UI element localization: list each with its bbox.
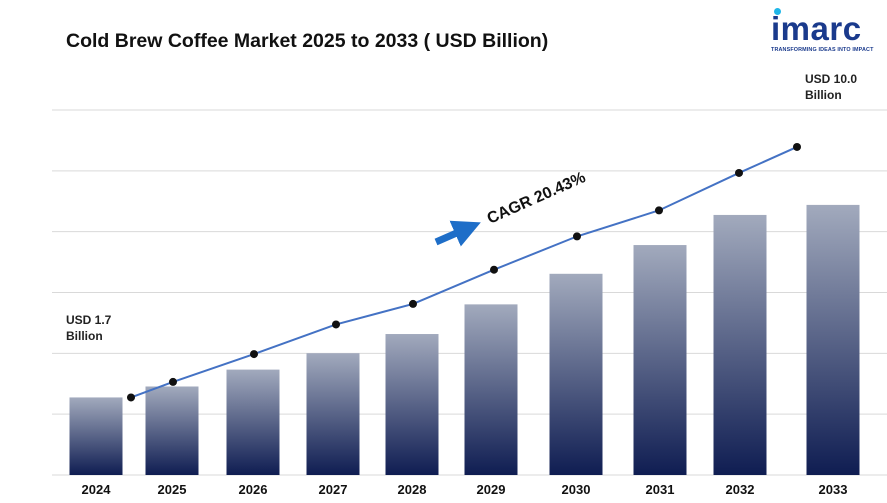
bar-2026: [226, 369, 280, 475]
bar-2031: [633, 245, 687, 475]
start-value-line2: Billion: [66, 329, 103, 343]
x-tick-label: 2031: [646, 482, 675, 497]
bar-2032: [713, 214, 767, 475]
bar-2028: [385, 334, 439, 475]
trend-point-2026: [250, 350, 258, 359]
bar-2025: [145, 386, 199, 475]
trend-point-2033: [793, 142, 801, 151]
cagr-annotation: CAGR 20.43%: [434, 169, 589, 247]
bars: [69, 204, 860, 475]
trend-point-2030: [573, 232, 581, 241]
trend-point-2032: [735, 168, 743, 177]
x-tick-label: 2033: [819, 482, 848, 497]
x-tick-label: 2032: [726, 482, 755, 497]
logo-tagline: TRANSFORMING IDEAS INTO IMPACT: [771, 47, 874, 53]
x-tick-label: 2024: [82, 482, 112, 497]
trend-point-2031: [655, 206, 663, 215]
x-tick-label: 2029: [477, 482, 506, 497]
trend-point-2029: [490, 265, 498, 274]
end-value-line2: Billion: [805, 88, 842, 102]
x-tick-label: 2028: [398, 482, 427, 497]
start-value-annotation: USD 1.7 Billion: [66, 312, 111, 344]
trend-point-2028: [409, 299, 417, 308]
x-axis-ticks: 2024 2025 2026 2027 2028 2029 2030 2031 2032 2033: [82, 482, 848, 497]
start-value-line1: USD 1.7: [66, 313, 112, 327]
chart-title: Cold Brew Coffee Market 2025 to 2033 ( U…: [66, 30, 549, 52]
bar-2029: [464, 304, 518, 475]
trend-point-2027: [332, 320, 340, 329]
bar-2030: [549, 273, 603, 475]
x-tick-label: 2025: [158, 482, 187, 497]
end-value-line1: USD 10.0: [805, 72, 858, 86]
imarc-logo: imarc TRANSFORMING IDEAS INTO IMPACT: [768, 8, 884, 58]
trend-point-2024: [127, 393, 135, 402]
trend-point-2025: [169, 377, 177, 386]
logo-dot-icon: [774, 8, 781, 15]
bar-2033: [806, 204, 860, 475]
logo-wordmark: imarc: [771, 10, 862, 47]
end-value-annotation: USD 10.0 Billion: [805, 71, 857, 103]
bar-2024: [69, 397, 123, 475]
x-tick-label: 2026: [239, 482, 268, 497]
cagr-arrow-icon: [434, 220, 481, 247]
trend-line: [127, 142, 801, 402]
x-tick-label: 2027: [319, 482, 348, 497]
trend-line-path: [130, 146, 798, 399]
x-tick-label: 2030: [562, 482, 591, 497]
bar-2027: [306, 353, 360, 475]
cagr-label: CAGR 20.43%: [485, 169, 589, 228]
